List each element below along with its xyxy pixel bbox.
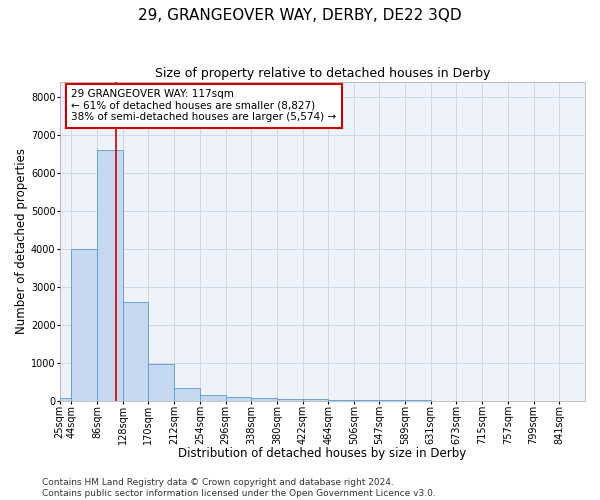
Bar xyxy=(277,398,302,400)
Bar xyxy=(71,248,97,400)
Bar xyxy=(122,302,148,400)
Y-axis label: Number of detached properties: Number of detached properties xyxy=(15,148,28,334)
Bar xyxy=(174,388,200,400)
Bar xyxy=(59,398,71,400)
Bar xyxy=(148,364,174,400)
Text: 29 GRANGEOVER WAY: 117sqm
← 61% of detached houses are smaller (8,827)
38% of se: 29 GRANGEOVER WAY: 117sqm ← 61% of detac… xyxy=(71,90,337,122)
Bar xyxy=(200,395,226,400)
Text: Contains HM Land Registry data © Crown copyright and database right 2024.
Contai: Contains HM Land Registry data © Crown c… xyxy=(42,478,436,498)
Text: 29, GRANGEOVER WAY, DERBY, DE22 3QD: 29, GRANGEOVER WAY, DERBY, DE22 3QD xyxy=(138,8,462,22)
Bar xyxy=(226,397,251,400)
Bar xyxy=(251,398,277,400)
Title: Size of property relative to detached houses in Derby: Size of property relative to detached ho… xyxy=(155,68,490,80)
Bar xyxy=(97,150,122,401)
X-axis label: Distribution of detached houses by size in Derby: Distribution of detached houses by size … xyxy=(178,447,466,460)
